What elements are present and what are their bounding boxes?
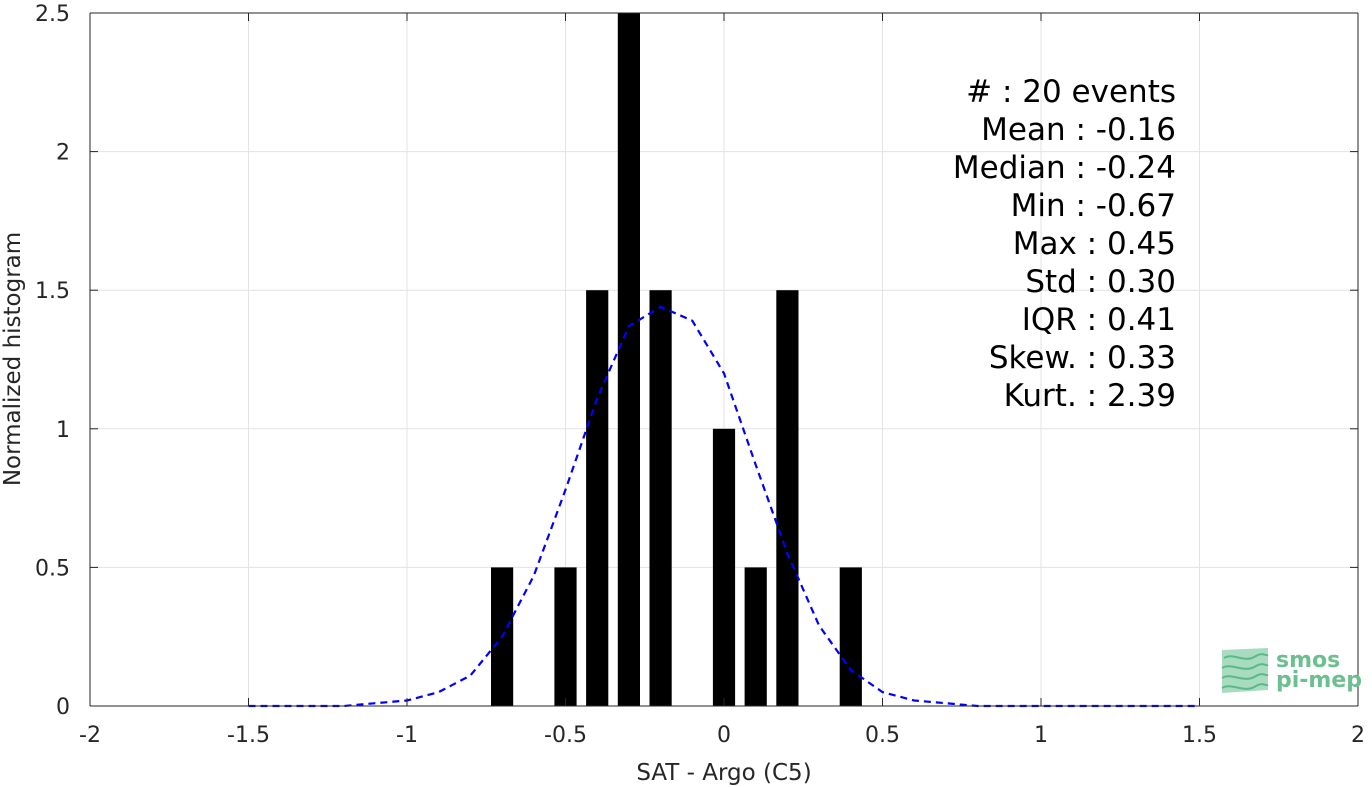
smos-pimep-logo: smos pi-mep — [1221, 648, 1362, 693]
x-tick-label: 1.5 — [1182, 723, 1217, 748]
histogram-bar — [712, 428, 736, 706]
stats-line: Mean : -0.16 — [981, 112, 1176, 148]
y-tick-label: 0.5 — [35, 556, 70, 581]
x-tick-label: -1 — [396, 723, 418, 748]
x-axis-title: SAT - Argo (C5) — [636, 760, 811, 786]
x-tick-label: 0.5 — [865, 723, 900, 748]
y-tick-labels: 0 0.5 1 1.5 2 2.5 — [35, 2, 70, 720]
stats-line: Min : -0.67 — [1011, 188, 1176, 224]
plot-axes — [89, 12, 1359, 707]
histogram-bar — [617, 13, 640, 706]
stats-line: Max : 0.45 — [1013, 226, 1176, 262]
stats-line: Kurt. : 2.39 — [1004, 378, 1176, 414]
x-tick-label: 2 — [1351, 723, 1365, 748]
x-tick-label: 1 — [1034, 723, 1048, 748]
y-axis-title: Normalized histogram — [0, 232, 26, 486]
stats-line: Std : 0.30 — [1025, 264, 1176, 300]
y-tick-label: 2.5 — [35, 2, 70, 27]
histogram-bar — [776, 290, 799, 706]
x-tick-label: -1.5 — [227, 723, 270, 748]
histogram-bars — [491, 13, 862, 706]
x-tick-labels: -2 -1.5 -1 -0.5 0 0.5 1 1.5 2 — [79, 723, 1365, 748]
stats-line: Median : -0.24 — [953, 150, 1176, 186]
x-tick-label: -2 — [79, 723, 101, 748]
histogram-bar — [554, 567, 577, 706]
y-tick-label: 0 — [56, 695, 70, 720]
stats-line: IQR : 0.41 — [1022, 302, 1176, 338]
histogram-bar — [839, 567, 862, 706]
logo-text-pimep: pi-mep — [1276, 668, 1362, 693]
y-tick-label: 1 — [56, 418, 70, 443]
stats-line: # : 20 events — [966, 74, 1176, 110]
logo-text-smos: smos — [1276, 648, 1340, 673]
y-tick-label: 2 — [56, 141, 70, 166]
histogram-bar — [586, 290, 609, 706]
x-tick-label: 0 — [717, 723, 731, 748]
x-tick-label: -0.5 — [544, 723, 587, 748]
stats-line: Skew. : 0.33 — [989, 340, 1176, 376]
y-tick-label: 1.5 — [35, 279, 70, 304]
histogram-bar — [649, 290, 672, 706]
histogram-bar — [744, 567, 767, 706]
logo-wave-icon — [1221, 648, 1269, 693]
